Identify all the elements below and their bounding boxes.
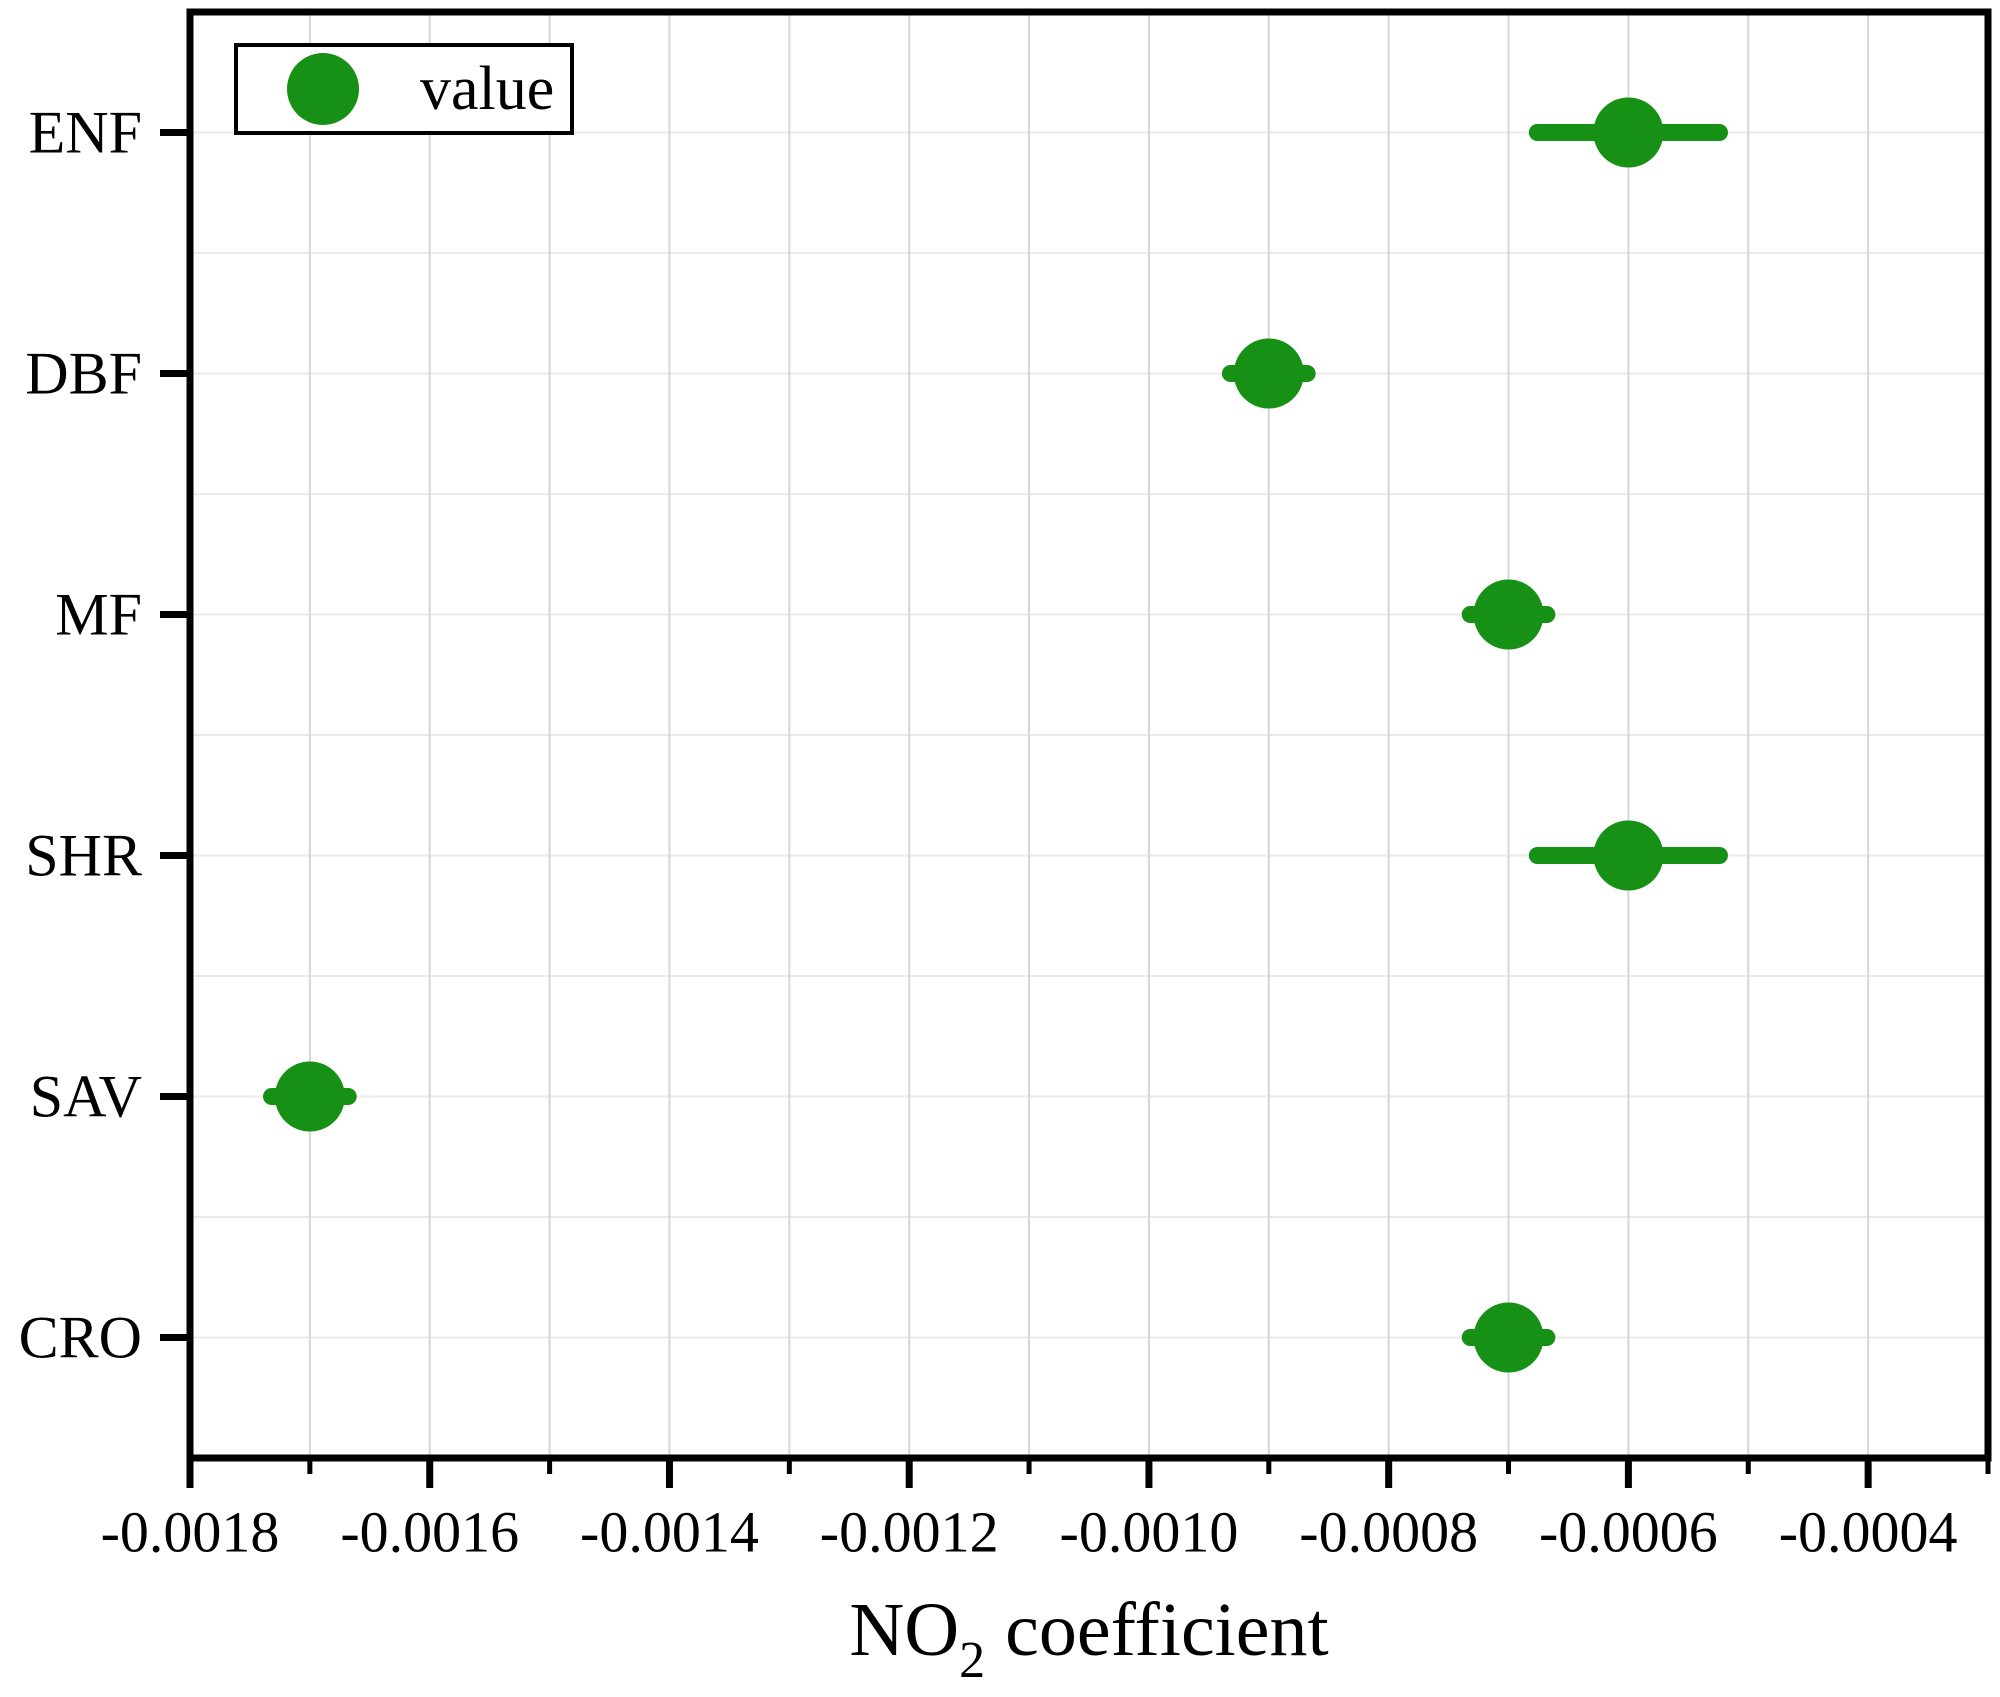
y-axis-label-DBF: DBF: [25, 341, 142, 407]
data-layer: [263, 97, 1728, 1373]
x-tick-label: -0.0008: [1299, 1500, 1478, 1565]
data-point-MF: [1473, 579, 1544, 650]
x-tick-label: -0.0004: [1779, 1500, 1958, 1565]
x-tick-label: -0.0012: [820, 1500, 999, 1565]
data-point-SHR: [1593, 820, 1664, 891]
y-axis-label-SAV: SAV: [30, 1064, 142, 1130]
y-axis-label-ENF: ENF: [29, 100, 142, 166]
x-tick-label: -0.0016: [340, 1500, 519, 1565]
x-tick-label: -0.0014: [580, 1500, 759, 1565]
y-axis-label-CRO: CRO: [19, 1305, 142, 1371]
y-axis-label-SHR: SHR: [25, 823, 142, 889]
legend-label: value: [420, 55, 554, 123]
x-axis-title: NO2 coefficient: [849, 1588, 1328, 1689]
data-point-CRO: [1473, 1302, 1544, 1373]
axis-layer: -0.0018 -0.0016 -0.0014 -0.0012 -0.0010 -0.00…: [19, 8, 1992, 1565]
y-axis-label-MF: MF: [55, 582, 142, 648]
legend: value: [234, 43, 574, 135]
x-axis-title-rest: coefficient: [1005, 1588, 1329, 1672]
x-axis-title-main: NO: [849, 1588, 959, 1672]
grid-layer: [190, 12, 1988, 1458]
plot-frame: [186, 8, 1992, 1462]
data-point-ENF: [1593, 97, 1664, 168]
data-point-DBF: [1233, 338, 1304, 409]
data-point-SAV: [274, 1061, 345, 1132]
legend-marker-icon: [287, 53, 359, 125]
x-tick-label: -0.0010: [1060, 1500, 1239, 1565]
x-axis-title-subscript: 2: [959, 1632, 985, 1689]
x-tick-label: -0.0018: [101, 1500, 280, 1565]
x-tick-label: -0.0006: [1539, 1500, 1718, 1565]
